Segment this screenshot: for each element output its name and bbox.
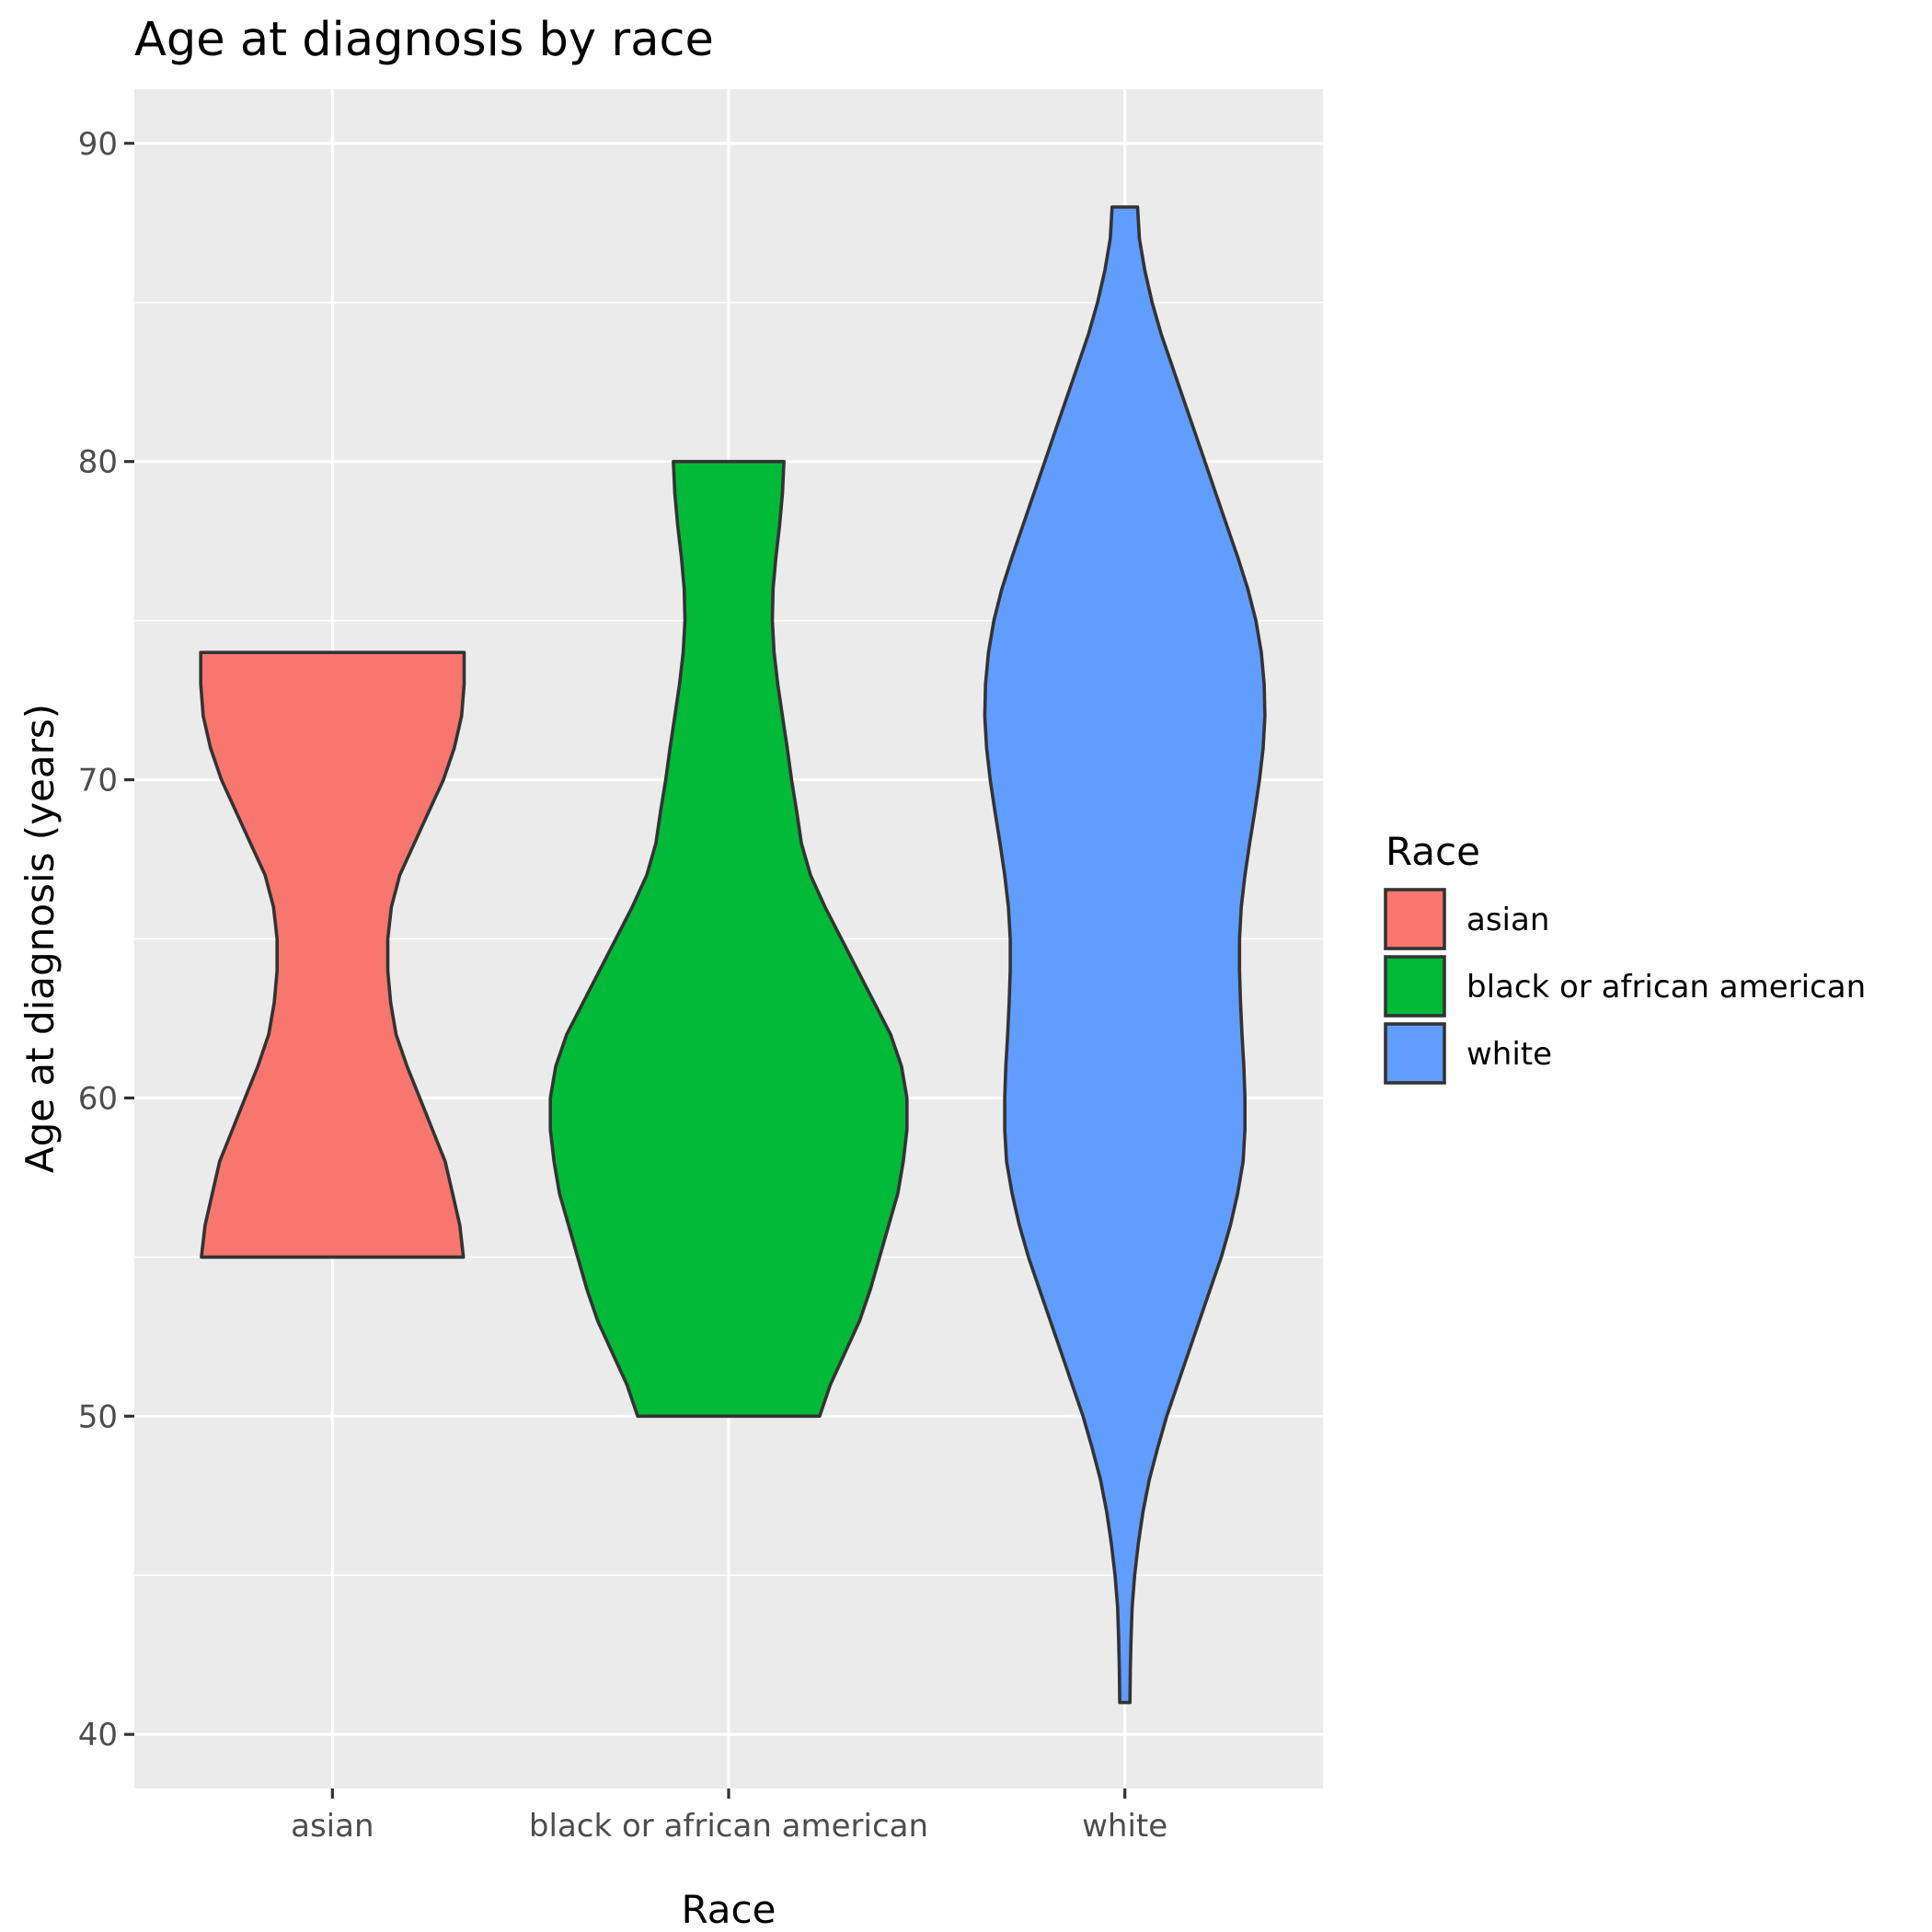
legend-key-black-or-african-american (1384, 955, 1446, 1018)
violin-white (983, 205, 1267, 1705)
legend-key-asian (1384, 888, 1446, 950)
y-tick-label: 60 (78, 1080, 118, 1117)
legend: Race asian black or african american white (1384, 829, 1866, 1085)
y-tick-label: 70 (78, 763, 118, 799)
violin-black-or-african-american (548, 459, 909, 1419)
x-tick-label: white (1082, 1808, 1167, 1845)
y-tick-label: 80 (78, 444, 118, 481)
x-axis: asian black or african american white (291, 1788, 1167, 1845)
y-tick-label: 50 (78, 1398, 118, 1435)
legend-label: black or african american (1466, 969, 1866, 1006)
x-tick-label: asian (291, 1808, 374, 1845)
y-axis: 40 50 60 70 80 90 (78, 126, 134, 1754)
legend-key-white (1384, 1022, 1446, 1085)
y-axis-title: Age at diagnosis (years) (17, 704, 63, 1173)
legend-title: Race (1386, 829, 1480, 874)
legend-label: white (1466, 1036, 1552, 1073)
y-tick-label: 90 (78, 126, 118, 163)
x-tick-label: black or african american (529, 1808, 928, 1845)
legend-label: asian (1466, 902, 1549, 938)
x-axis-title: Race (682, 1887, 776, 1932)
violin-marks (199, 205, 1267, 1705)
chart-title: Age at diagnosis by race (134, 13, 714, 67)
violin-asian (199, 650, 466, 1259)
y-tick-label: 40 (78, 1717, 118, 1754)
